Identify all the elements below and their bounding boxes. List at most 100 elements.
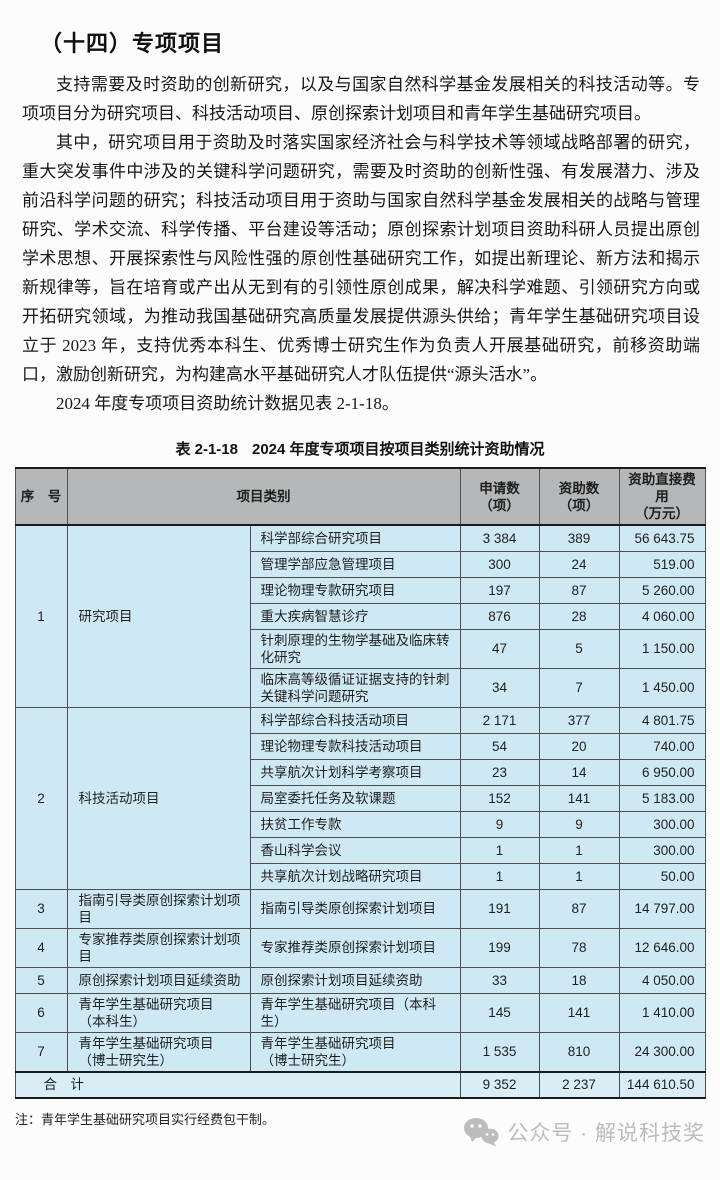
table-row: 扶贫工作专款 9 9 300.00 [15, 810, 706, 838]
row-category: 青年学生基础研究项目 （博士研究生） [66, 1031, 251, 1072]
row-applications: 191 [459, 888, 540, 929]
row-funding: 740.00 [618, 732, 706, 760]
row-grants: 5 [538, 628, 620, 669]
header-grants: 资助数 （项） [538, 467, 620, 526]
row-funding: 1 410.00 [618, 992, 706, 1033]
row-category: 科技活动项目 [66, 706, 251, 890]
row-grants: 810 [538, 1031, 620, 1072]
row-category: 研究项目 [66, 524, 251, 708]
row-applications: 23 [459, 758, 540, 786]
row-funding: 1 150.00 [618, 628, 706, 669]
header-row: 序 号 项目类别 申请数 （项） 资助数 （项） 资助直接费用 （万元） [14, 467, 706, 526]
row-applications: 152 [459, 784, 540, 812]
row-project-name: 针刺原理的生物学基础及临床转化研究 [249, 628, 461, 669]
row-project-name: 香山科学会议 [249, 836, 461, 864]
row-no: 2 [14, 706, 68, 890]
row-applications: 300 [459, 550, 540, 578]
row-funding: 519.00 [618, 550, 706, 578]
row-funding: 1 450.00 [618, 667, 706, 708]
row-category: 原创探索计划项目延续资助 [66, 966, 251, 994]
row-funding: 300.00 [618, 810, 706, 838]
header-funding: 资助直接费用 （万元） [618, 467, 706, 526]
funding-table-header: 序 号 项目类别 申请数 （项） 资助数 （项） 资助直接费用 （万元） [14, 467, 706, 526]
table-row: 理论物理专款科技活动项目 54 20 740.00 [15, 732, 706, 760]
row-applications: 876 [459, 602, 540, 630]
row-no: 3 [14, 888, 68, 929]
row-grants: 78 [538, 927, 620, 968]
row-grants: 87 [538, 888, 620, 929]
header-applications: 申请数 （项） [459, 467, 540, 526]
row-project-name: 青年学生基础研究项目（本科生） [249, 992, 461, 1033]
table-row: 重大疾病智慧诊疗 876 28 4 060.00 [15, 602, 706, 630]
table-row: 共享航次计划战略研究项目 1 1 50.00 [15, 862, 706, 890]
table-caption-text: 2024 年度专项项目按项目类别统计资助情况 [251, 441, 545, 458]
row-project-name: 共享航次计划科学考察项目 [249, 758, 461, 786]
row-funding: 50.00 [618, 862, 706, 890]
row-applications: 199 [459, 927, 540, 968]
row-applications: 145 [459, 992, 540, 1033]
table-row: 管理学部应急管理项目 300 24 519.00 [15, 550, 706, 578]
table-row: 香山科学会议 1 1 300.00 [15, 836, 706, 864]
row-no: 7 [14, 1031, 68, 1072]
row-category: 专家推荐类原创探索计划项目 [66, 927, 251, 968]
row-grants: 18 [538, 966, 620, 994]
row-funding: 24 300.00 [618, 1031, 706, 1072]
row-project-name: 科学部综合科技活动项目 [249, 706, 461, 734]
row-grants: 14 [538, 758, 620, 786]
paragraph-detail: 其中，研究项目用于资助及时落实国家经济社会与科学技术等领域战略部署的研究，重大突… [22, 133, 700, 384]
row-grants: 7 [538, 667, 620, 708]
row-funding: 12 646.00 [618, 927, 706, 968]
row-project-name: 共享航次计划战略研究项目 [249, 862, 461, 890]
row-project-name: 原创探索计划项目延续资助 [249, 966, 461, 994]
table-row: 7 青年学生基础研究项目 （博士研究生） 青年学生基础研究项目 （博士研究生） 1 5… [14, 1031, 706, 1072]
body-text: 支持需要及时资助的创新研究，以及与国家自然科学基金发展相关的科技活动等。专项项目… [22, 70, 700, 418]
paragraph-overview: 支持需要及时资助的创新研究，以及与国家自然科学基金发展相关的科技活动等。专项项目… [22, 75, 700, 123]
row-grants: 389 [538, 524, 620, 552]
funding-table-body: 1 研究项目 科学部综合研究项目 3 384 389 56 643.75 管理学部应急管理项… [14, 524, 706, 1098]
row-project-name: 指南引导类原创探索计划项目 [249, 888, 461, 929]
row-grants: 1 [538, 862, 620, 890]
row-project-name: 局室委托任务及软课题 [249, 784, 461, 812]
total-applications: 9 352 [459, 1070, 540, 1098]
row-project-name: 青年学生基础研究项目 （博士研究生） [249, 1031, 461, 1072]
row-project-name: 科学部综合研究项目 [249, 524, 461, 552]
row-applications: 33 [459, 966, 540, 994]
row-applications: 3 384 [459, 524, 540, 552]
row-project-name: 专家推荐类原创探索计划项目 [249, 927, 461, 968]
table-row: 4 专家推荐类原创探索计划项目 专家推荐类原创探索计划项目 199 78 12 646.0… [14, 927, 706, 968]
row-funding: 300.00 [618, 836, 706, 864]
watermark-text: 公众号 · 解说科技奖 [507, 1121, 705, 1145]
row-grants: 141 [538, 992, 620, 1033]
table-row: 局室委托任务及软课题 152 141 5 183.00 [15, 784, 706, 812]
row-project-name: 管理学部应急管理项目 [249, 550, 461, 578]
total-grants: 2 237 [538, 1070, 620, 1098]
row-applications: 34 [459, 667, 540, 708]
table-row: 理论物理专款研究项目 197 87 5 260.00 [15, 576, 706, 604]
row-project-name: 扶贫工作专款 [249, 810, 461, 838]
total-label: 合 计 [14, 1070, 461, 1098]
total-funding: 144 610.50 [618, 1070, 706, 1098]
row-category: 青年学生基础研究项目 （本科生） [66, 992, 251, 1033]
row-funding: 4 060.00 [618, 602, 706, 630]
row-funding: 5 260.00 [618, 576, 706, 604]
row-no: 4 [14, 927, 68, 968]
row-applications: 9 [459, 810, 540, 838]
row-project-name: 理论物理专款科技活动项目 [249, 732, 461, 760]
table-row: 1 研究项目 科学部综合研究项目 3 384 389 56 643.75 [14, 524, 706, 708]
row-funding: 56 643.75 [618, 524, 706, 552]
row-category: 指南引导类原创探索计划项目 [66, 888, 251, 929]
row-grants: 24 [538, 550, 620, 578]
table-note: 注：青年学生基础研究项目实行经费包干制。 [15, 1111, 276, 1127]
row-applications: 54 [459, 732, 540, 760]
row-applications: 1 535 [459, 1031, 540, 1072]
table-row: 临床高等级循证证据支持的针刺关键科学问题研究 34 7 1 450.00 [15, 667, 706, 708]
row-applications: 197 [459, 576, 540, 604]
row-no: 6 [14, 992, 68, 1033]
row-grants: 1 [538, 836, 620, 864]
row-applications: 2 171 [459, 706, 540, 734]
row-project-name: 重大疾病智慧诊疗 [249, 602, 461, 630]
funding-table: 序 号 项目类别 申请数 （项） 资助数 （项） 资助直接费用 （万元） 1 研究… [14, 467, 706, 1099]
header-category: 项目类别 [66, 467, 461, 526]
